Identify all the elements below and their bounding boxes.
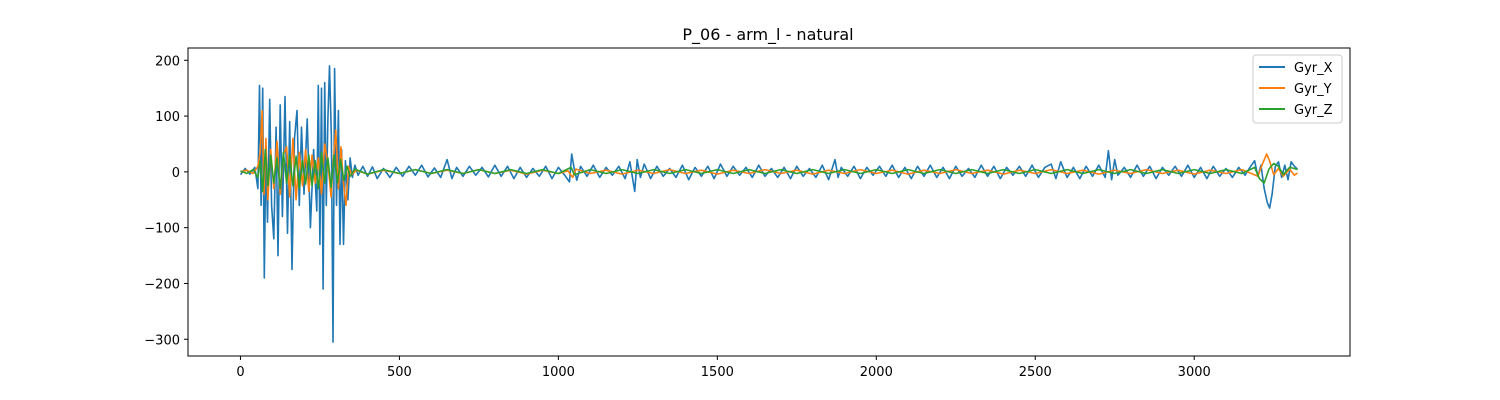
x-tick-label: 1500 bbox=[701, 365, 734, 380]
legend: Gyr_X Gyr_Y Gyr_Z bbox=[1252, 54, 1343, 124]
x-tick-label: 2000 bbox=[860, 365, 893, 380]
plot-background bbox=[188, 48, 1350, 356]
legend-label-gyr-x: Gyr_X bbox=[1294, 61, 1333, 76]
x-tick-label: 1000 bbox=[542, 365, 575, 380]
plot-frame bbox=[187, 47, 1351, 357]
plot-area bbox=[187, 47, 1351, 357]
y-axis: 200 100 0 −100 −200 −300 bbox=[144, 54, 188, 348]
series-line-gyr-y bbox=[240, 109, 1298, 207]
legend-box bbox=[1252, 54, 1343, 124]
x-tick-label: 3000 bbox=[1178, 365, 1211, 380]
x-tick-label: 2500 bbox=[1019, 365, 1052, 380]
y-tick-label: 100 bbox=[155, 110, 180, 125]
y-tick-label: −100 bbox=[144, 222, 180, 237]
y-tick-label: 0 bbox=[172, 166, 180, 181]
series-line-gyr-z bbox=[240, 148, 1298, 193]
y-tick-label: 200 bbox=[155, 54, 180, 69]
y-tick-label: −200 bbox=[144, 277, 180, 292]
legend-label-gyr-z: Gyr_Z bbox=[1294, 103, 1333, 118]
x-tick-label: 0 bbox=[236, 365, 244, 380]
x-axis: 0 500 1000 1500 2000 2500 3000 bbox=[236, 356, 1211, 380]
legend-label-gyr-y: Gyr_Y bbox=[1294, 82, 1332, 97]
x-tick-label: 500 bbox=[387, 365, 412, 380]
y-tick-label: −300 bbox=[144, 333, 180, 348]
chart-title: P_06 - arm_l - natural bbox=[682, 25, 853, 45]
series-layer bbox=[239, 65, 1299, 343]
